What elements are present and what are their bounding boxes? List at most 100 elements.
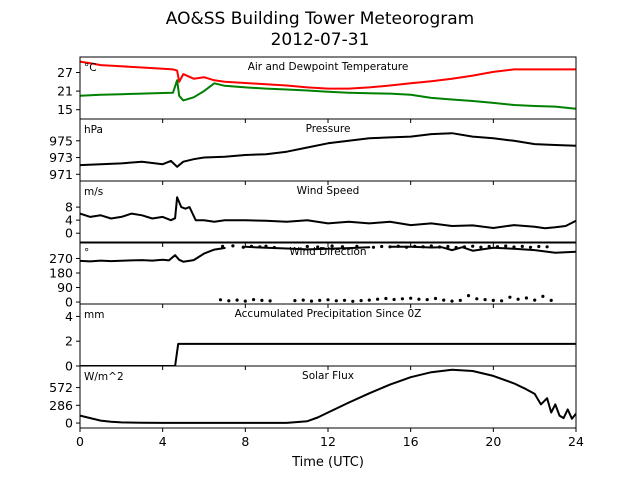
wind-direction-series-1-point bbox=[249, 244, 254, 248]
solar-flux-plot-area bbox=[80, 368, 576, 424]
wind-direction-series-1-point bbox=[479, 245, 483, 249]
wind-direction-series-1-segment-2 bbox=[244, 245, 371, 251]
wind-direction-series-1-point bbox=[376, 297, 380, 301]
wind-direction-series-1-point bbox=[512, 245, 516, 249]
accumulated-precipitation-since-0z-ytick-label: 0 bbox=[65, 359, 73, 374]
wind-direction-series-1-point bbox=[243, 299, 247, 303]
wind-speed-series-1-line bbox=[80, 196, 576, 230]
wind-direction-series-1-point bbox=[340, 245, 345, 249]
x-tick-label: 20 bbox=[485, 434, 501, 449]
air-and-dewpoint-temperature-title: Air and Dewpoint Temperature bbox=[248, 61, 409, 73]
wind-direction-series-1-point bbox=[384, 296, 388, 301]
accumulated-precipitation-since-0z-plot-area bbox=[80, 342, 576, 366]
wind-direction-series-1-point bbox=[533, 298, 537, 302]
x-tick-label: 24 bbox=[568, 434, 584, 449]
wind-direction-series-1-point bbox=[425, 298, 429, 302]
wind-direction-series-1-point bbox=[264, 244, 268, 248]
wind-direction-series-1-point bbox=[227, 299, 231, 303]
air-and-dewpoint-temperature-ytick-label: 27 bbox=[57, 65, 73, 80]
wind-speed-title: Wind Speed bbox=[297, 185, 360, 197]
wind-direction-series-1-point bbox=[231, 244, 235, 248]
wind-direction-series-1-point bbox=[400, 297, 404, 301]
wind-direction-series-1-point bbox=[272, 245, 276, 250]
wind-direction-series-1-segment-1 bbox=[80, 247, 226, 263]
wind-direction-series-1-point bbox=[450, 299, 454, 303]
wind-direction-ytick-label: 180 bbox=[49, 266, 73, 281]
wind-direction-series-1-point bbox=[508, 295, 512, 299]
wind-direction-series-1-point bbox=[326, 298, 330, 302]
x-tick-label: 8 bbox=[241, 434, 249, 449]
wind-direction-series-1-point bbox=[500, 299, 504, 303]
wind-direction-series-1-point bbox=[504, 244, 508, 248]
wind-direction-series-1-point bbox=[524, 296, 529, 300]
pressure-plot-area bbox=[80, 132, 576, 168]
pressure-ytick-label: 973 bbox=[49, 150, 73, 165]
x-axis: 0 4 8 12 16 20 24 bbox=[76, 428, 584, 449]
wind-direction-series-1-point bbox=[392, 297, 396, 302]
air-and-dewpoint-temperature-series-2-line bbox=[80, 79, 576, 110]
pressure-ytick-label: 975 bbox=[49, 133, 73, 148]
wind-direction-series-1-point bbox=[458, 298, 462, 302]
wind-direction-series-1-point bbox=[388, 245, 392, 249]
wind-direction-series-1-point bbox=[309, 299, 314, 303]
pressure-series-1-line bbox=[80, 132, 576, 168]
wind-direction-series-1-point bbox=[367, 298, 371, 302]
wind-direction-series-1-point bbox=[520, 244, 524, 248]
wind-direction-series-1-point bbox=[305, 244, 309, 249]
solar-flux-title: Solar Flux bbox=[302, 370, 354, 382]
wind-direction-series-1-point bbox=[462, 245, 466, 249]
wind-direction-series-1-point bbox=[442, 298, 446, 302]
x-tick-label: 4 bbox=[159, 434, 167, 449]
wind-direction-series-1-point bbox=[355, 244, 359, 248]
wind-direction-series-1-point bbox=[491, 298, 495, 302]
solar-flux-series-1-line bbox=[80, 368, 576, 424]
x-tick-label: 12 bbox=[320, 434, 336, 449]
solar-flux-unit: W/m^2 bbox=[84, 371, 124, 383]
wind-direction-series-1-point bbox=[258, 245, 262, 249]
panel-air-and-dewpoint-temperature: 15 21 27 °C Air and Dewpoint Temperature bbox=[57, 56, 577, 123]
solar-flux-ytick-label: 286 bbox=[49, 398, 73, 413]
wind-direction-series-1-point bbox=[235, 298, 239, 302]
wind-direction-series-1-point bbox=[528, 245, 533, 249]
wind-direction-series-1-segment-3 bbox=[389, 245, 576, 254]
wind-direction-series-1-point bbox=[433, 296, 438, 301]
wind-direction-series-1-point bbox=[475, 297, 479, 301]
x-axis-label: Time (UTC) bbox=[291, 455, 364, 470]
panel-accumulated-precipitation-since-0z: 0 2 4 mm Accumulated Precipitation Since 0Z bbox=[65, 303, 577, 374]
wind-direction-series-1-point bbox=[409, 296, 413, 300]
wind-speed-ytick-label: 4 bbox=[65, 213, 73, 228]
wind-direction-series-1-point bbox=[487, 244, 491, 249]
pressure-unit: hPa bbox=[84, 124, 103, 136]
accumulated-precipitation-since-0z-series-1-line bbox=[80, 342, 576, 366]
accumulated-precipitation-since-0z-title: Accumulated Precipitation Since 0Z bbox=[235, 308, 422, 320]
wind-direction-series-1-point bbox=[371, 245, 376, 249]
pressure-title: Pressure bbox=[306, 123, 351, 135]
wind-direction-ytick-label: 90 bbox=[57, 280, 73, 295]
wind-direction-series-1-point bbox=[404, 245, 409, 249]
wind-speed-unit: m/s bbox=[84, 186, 103, 198]
wind-direction-series-1-point bbox=[417, 297, 421, 301]
wind-direction-plot-area bbox=[80, 244, 576, 303]
wind-direction-series-1-point bbox=[241, 245, 245, 249]
air-and-dewpoint-temperature-ytick-label: 15 bbox=[57, 102, 73, 117]
wind-direction-series-1-point bbox=[454, 245, 458, 250]
wind-direction-ytick-label: 0 bbox=[65, 295, 73, 310]
wind-direction-series-1-point bbox=[252, 298, 256, 302]
panel-pressure: 971 973 975 hPa Pressure bbox=[49, 118, 577, 185]
wind-direction-series-1-point bbox=[334, 299, 338, 303]
accumulated-precipitation-since-0z-ytick-label: 2 bbox=[65, 334, 73, 349]
wind-direction-unit: ° bbox=[84, 247, 89, 259]
wind-direction-series-1-point bbox=[545, 245, 549, 249]
wind-direction-series-1-point bbox=[359, 299, 363, 303]
pressure-ytick-label: 971 bbox=[49, 167, 73, 182]
wind-direction-series-1-point bbox=[351, 299, 355, 303]
wind-direction-series-1-point bbox=[260, 298, 264, 302]
wind-direction-series-1-point bbox=[330, 244, 334, 248]
solar-flux-ytick-label: 0 bbox=[65, 416, 73, 431]
solar-flux-ytick-label: 572 bbox=[49, 380, 73, 395]
accumulated-precipitation-since-0z-unit: mm bbox=[84, 309, 104, 321]
air-and-dewpoint-temperature-series-1-line bbox=[80, 60, 576, 90]
wind-speed-ytick-label: 0 bbox=[65, 226, 73, 241]
